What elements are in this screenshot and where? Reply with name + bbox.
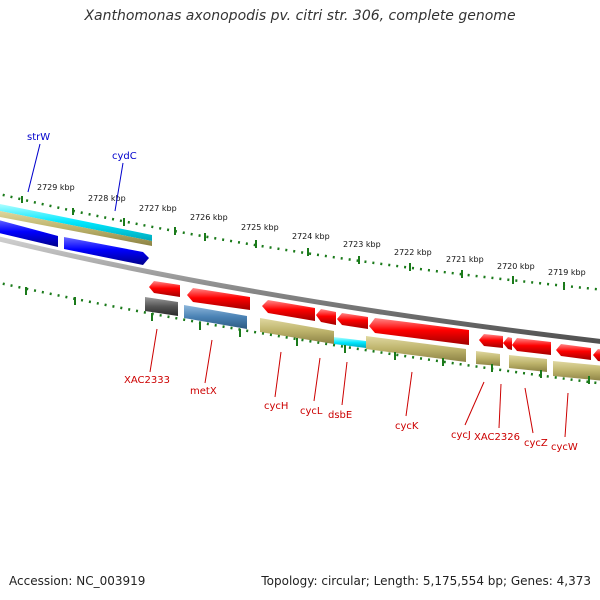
cds-cycH[interactable] [260,318,334,344]
upper-ruler: 2729 kbp 2728 kbp 2727 kbp 2726 kbp 2725… [0,183,600,291]
reverse-cds-track [145,297,600,381]
label-leader [27,143,41,193]
forward-gene-labels: strW cydC [27,132,137,212]
lower-ruler-line [0,281,600,385]
gene-cycK[interactable] [369,318,469,345]
cds-dsbE-cyan[interactable] [334,337,366,348]
label-leader [204,339,213,384]
label-leader [498,383,502,429]
gene-label-cycH[interactable]: cycH [264,401,288,412]
cds-XAC2326[interactable] [476,351,500,366]
upper-ruler-ticks [21,196,565,290]
cds-strW[interactable] [0,210,152,246]
gene-metX[interactable] [187,288,250,310]
gene-forward-block-1[interactable] [0,219,58,247]
gene-label-cycJ[interactable]: cycJ [451,430,471,441]
gene-label-cycL[interactable]: cycL [300,406,323,417]
ruler-tick-label: 2728 kbp [88,194,126,203]
gene-label-cydC[interactable]: cydC [112,151,137,162]
ruler-tick-label: 2723 kbp [343,240,381,249]
gene-label-cycW[interactable]: cycW [551,442,578,453]
ruler-tick-label: 2724 kbp [292,232,330,241]
lower-ruler [0,281,600,385]
gene-label-cycZ[interactable]: cycZ [524,438,548,449]
reverse-strand-track [149,281,600,362]
upper-ruler-line [0,192,600,291]
gene-cycJ[interactable] [479,334,503,348]
ruler-tick-label: 2725 kbp [241,223,279,232]
forward-strand-track [0,203,152,265]
gene-cycH[interactable] [262,300,315,321]
genome-title: Xanthomonas axonopodis pv. citri str. 30… [84,8,516,24]
gene-label-metX[interactable]: metX [190,386,217,397]
label-leader [149,328,158,373]
genome-backbone [0,236,600,344]
accession-text: Accession: NC_003919 [9,574,146,588]
label-leader [405,371,413,417]
reverse-gene-labels: XAC2333 metX cycH cycL dsbE cycK cycJ XA… [124,328,578,453]
label-leader [464,381,485,426]
gene-strW-cyan[interactable] [0,203,152,241]
gene-cycL[interactable] [316,309,336,325]
cds-cycK[interactable] [366,336,466,362]
gene-label-dsbE[interactable]: dsbE [328,410,352,421]
gene-label-cycK[interactable]: cycK [395,421,419,432]
cds-metX[interactable] [184,305,247,329]
ruler-tick-label: 2726 kbp [190,213,228,222]
ruler-tick-label: 2727 kbp [139,204,177,213]
gene-forward-block-2[interactable] [64,237,149,265]
ruler-tick-label: 2719 kbp [548,268,586,277]
ruler-tick-labels: 2729 kbp 2728 kbp 2727 kbp 2726 kbp 2725… [37,183,586,277]
gene-label-XAC2326[interactable]: XAC2326 [474,432,520,443]
gene-XAC2333[interactable] [149,281,180,297]
ruler-tick-label: 2722 kbp [394,248,432,257]
label-leader [564,392,569,438]
label-leader [274,351,282,398]
gene-cycW[interactable] [556,344,591,360]
ruler-tick-label: 2721 kbp [446,255,484,264]
label-leader [114,162,124,212]
gene-cycZ[interactable] [512,338,551,355]
ruler-tick-label: 2720 kbp [497,262,535,271]
label-leader [341,361,348,406]
label-leader [313,357,321,402]
gene-dsbE[interactable] [337,313,368,329]
ruler-tick-label: 2729 kbp [37,183,75,192]
label-leader [524,387,534,434]
cds-cycZ[interactable] [509,355,547,372]
gene-reverse-edge[interactable] [593,349,600,362]
gene-XAC2326[interactable] [503,337,512,350]
cds-XAC2333[interactable] [145,297,178,316]
gene-label-XAC2333[interactable]: XAC2333 [124,375,170,386]
topology-summary: Topology: circular; Length: 5,175,554 bp… [261,574,591,588]
cds-cycW[interactable] [553,361,600,381]
gene-label-strW[interactable]: strW [27,132,50,143]
